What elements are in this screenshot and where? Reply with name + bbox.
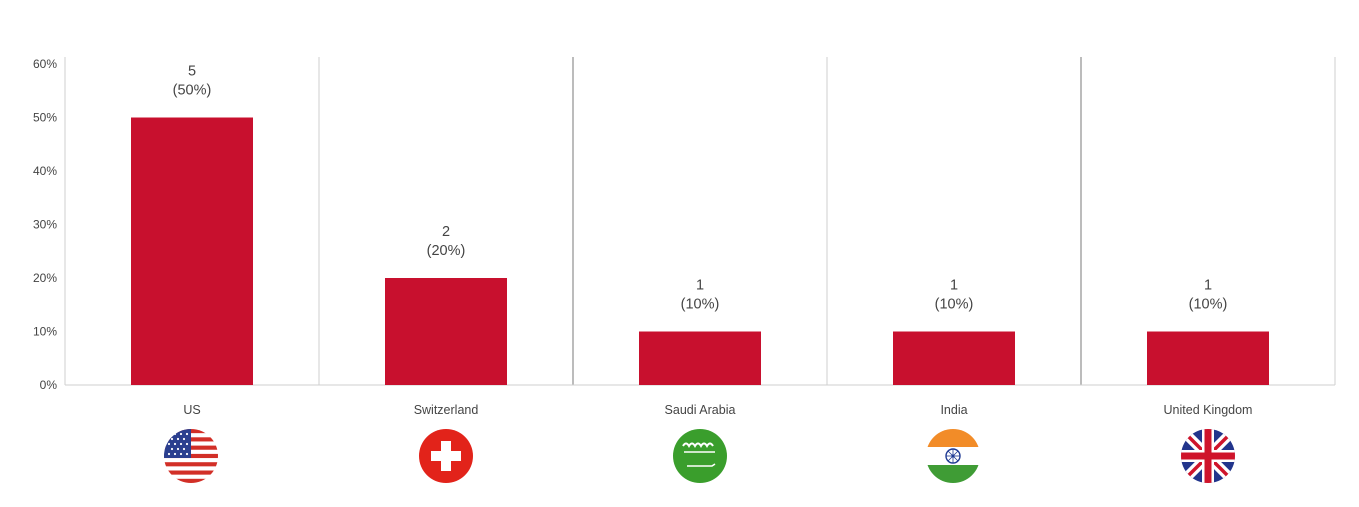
category-label: United Kingdom xyxy=(1164,403,1253,417)
bar-percent-label: (10%) xyxy=(1189,297,1228,313)
bar-count-label: 5 xyxy=(188,64,196,80)
y-tick-label: 20% xyxy=(33,271,57,285)
bar-percent-label: (10%) xyxy=(935,297,974,313)
bar-percent-label: (50%) xyxy=(173,83,212,99)
bar-count-label: 2 xyxy=(442,224,450,240)
y-tick-label: 50% xyxy=(33,111,57,125)
us-flag-icon xyxy=(164,429,218,483)
switzerland-flag-icon xyxy=(419,429,473,483)
y-tick-label: 0% xyxy=(40,378,58,392)
category-label: Saudi Arabia xyxy=(665,403,736,417)
bars xyxy=(131,117,1269,385)
united-kingdom-flag-icon xyxy=(1181,429,1235,483)
bar xyxy=(639,331,761,385)
bar xyxy=(385,278,507,385)
bar xyxy=(893,331,1015,385)
bar-percent-label: (10%) xyxy=(681,297,720,313)
category-label: Switzerland xyxy=(414,403,479,417)
bar xyxy=(131,117,253,385)
category-label: US xyxy=(183,403,200,417)
bar-count-label: 1 xyxy=(1204,278,1212,294)
saudi-arabia-flag-icon xyxy=(673,429,727,483)
bar-count-label: 1 xyxy=(696,278,704,294)
category-label: India xyxy=(940,403,967,417)
y-tick-label: 30% xyxy=(33,218,57,232)
y-tick-label: 10% xyxy=(33,325,57,339)
category-labels: US Switzerland Saudi Arabia India United Kin… xyxy=(183,403,1252,417)
bar-count-label: 1 xyxy=(950,278,958,294)
bar-percent-label: (20%) xyxy=(427,243,466,259)
y-tick-label: 40% xyxy=(33,164,57,178)
value-labels: 5 (50%) 2 (20%) 1 (10%) 1 (10%) 1 (10%) xyxy=(173,64,1228,313)
y-axis: 0% 10% 20% 30% 40% 50% 60% xyxy=(33,57,57,392)
y-tick-label: 60% xyxy=(33,57,57,71)
bar xyxy=(1147,331,1269,385)
india-flag-icon xyxy=(926,429,980,483)
